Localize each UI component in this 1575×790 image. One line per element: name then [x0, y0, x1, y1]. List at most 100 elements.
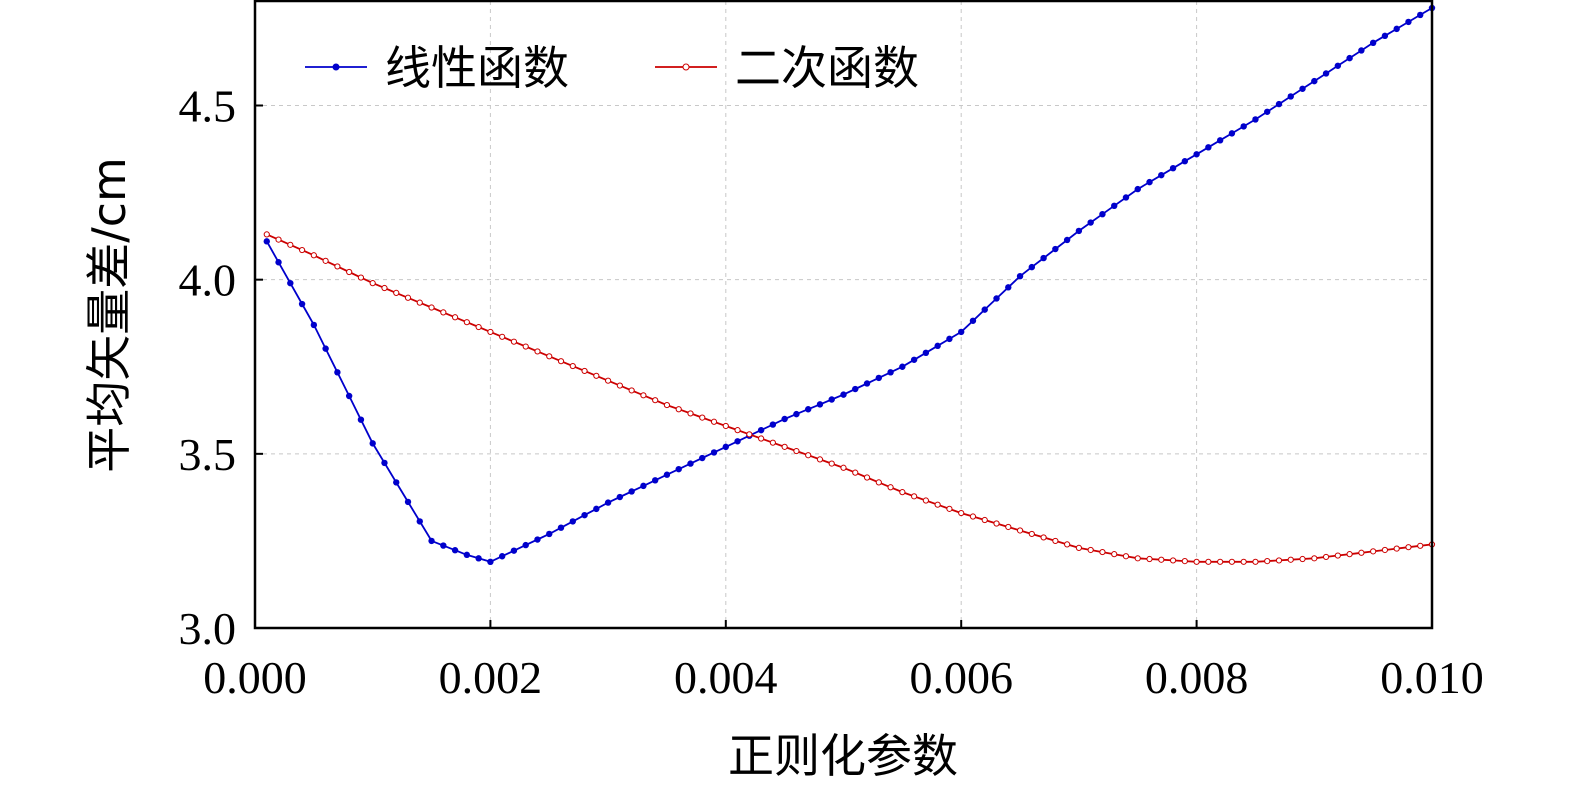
data-point — [1346, 551, 1353, 558]
series-line — [266, 233, 1433, 563]
data-point — [852, 469, 859, 476]
data-point — [911, 493, 918, 500]
legend-label: 二次函数 — [735, 41, 919, 95]
x-axis-title: 正则化参数 — [728, 729, 958, 783]
data-point — [1358, 549, 1365, 556]
data-point — [981, 306, 988, 313]
data-point — [416, 299, 423, 306]
series-2 — [263, 231, 1436, 565]
data-point — [1169, 557, 1177, 564]
data-point — [863, 474, 871, 481]
data-point — [298, 246, 306, 254]
data-point — [981, 516, 988, 524]
data-point — [1193, 151, 1200, 158]
data-point — [875, 374, 883, 382]
series-layer — [263, 4, 1436, 566]
data-point — [593, 505, 600, 513]
y-tick-label: 3.0 — [179, 603, 237, 654]
data-point — [1111, 551, 1118, 558]
data-point — [969, 317, 977, 324]
data-point — [522, 541, 529, 549]
data-point — [510, 547, 518, 554]
data-point — [640, 482, 647, 490]
data-point — [781, 415, 788, 423]
data-point — [534, 348, 541, 355]
data-point — [357, 274, 365, 281]
data-point — [934, 342, 941, 350]
data-point — [475, 555, 482, 562]
data-point — [1193, 558, 1200, 565]
data-point — [1346, 54, 1353, 62]
data-point — [1028, 530, 1035, 538]
data-point — [381, 284, 388, 292]
data-point — [816, 456, 824, 463]
data-point — [334, 369, 341, 376]
data-point — [722, 422, 729, 430]
data-point — [1205, 558, 1212, 565]
data-point — [946, 335, 953, 343]
x-tick-label: 0.000 — [203, 652, 307, 703]
data-point — [1322, 553, 1330, 561]
data-point — [1252, 558, 1259, 565]
data-point — [1228, 558, 1236, 565]
data-point — [828, 460, 835, 467]
data-point — [287, 279, 294, 287]
data-point — [1287, 93, 1294, 100]
y-tick-label: 4.0 — [179, 255, 237, 306]
data-point — [1299, 555, 1306, 563]
data-point — [1087, 546, 1094, 554]
data-point — [605, 377, 612, 384]
data-point — [310, 252, 317, 259]
data-point — [393, 479, 400, 486]
y-axis-title: 平均矢量差/cm — [82, 157, 136, 473]
data-point — [922, 497, 929, 504]
data-point — [628, 488, 635, 495]
data-point — [1417, 542, 1424, 549]
data-point — [1158, 171, 1165, 179]
data-point — [899, 363, 906, 370]
data-point — [887, 369, 894, 376]
legend-label: 线性函数 — [385, 41, 569, 95]
data-point — [758, 435, 765, 442]
data-point — [1275, 100, 1283, 108]
data-point — [416, 518, 423, 525]
data-point — [1381, 32, 1389, 40]
data-point — [534, 536, 541, 543]
data-point — [557, 524, 565, 531]
data-point — [1322, 70, 1330, 77]
data-point — [581, 511, 588, 519]
data-point — [1334, 552, 1341, 559]
data-point — [934, 501, 941, 508]
data-point — [1064, 541, 1071, 548]
data-point — [1052, 245, 1059, 253]
x-tick-label: 0.010 — [1380, 652, 1484, 703]
data-point — [1393, 25, 1400, 33]
data-point — [1240, 558, 1247, 565]
data-point — [652, 397, 659, 404]
data-point — [357, 416, 365, 423]
data-point — [687, 410, 694, 417]
data-point — [722, 443, 729, 451]
legend-item-1: 线性函数 — [305, 41, 569, 95]
series-1 — [263, 4, 1436, 566]
data-point — [298, 300, 306, 308]
y-tick-labels: 3.0 3.5 4.0 4.5 — [179, 81, 237, 655]
data-point — [628, 387, 635, 394]
data-point — [1381, 546, 1389, 554]
data-point — [910, 356, 918, 363]
data-point — [1040, 534, 1047, 541]
data-point — [487, 328, 494, 336]
x-tick-label: 0.002 — [439, 652, 543, 703]
y-tick-label: 3.5 — [179, 429, 237, 480]
data-point — [275, 236, 282, 243]
x-tick-labels: 0.000 0.002 0.004 0.006 0.008 0.010 — [203, 652, 1484, 703]
data-point — [322, 345, 329, 352]
data-point — [569, 362, 576, 370]
data-point — [616, 382, 623, 389]
data-point — [640, 392, 647, 399]
data-point — [1134, 555, 1141, 562]
data-point — [1358, 47, 1365, 54]
data-point — [569, 518, 576, 525]
data-point — [381, 459, 388, 467]
data-point — [1252, 116, 1259, 123]
